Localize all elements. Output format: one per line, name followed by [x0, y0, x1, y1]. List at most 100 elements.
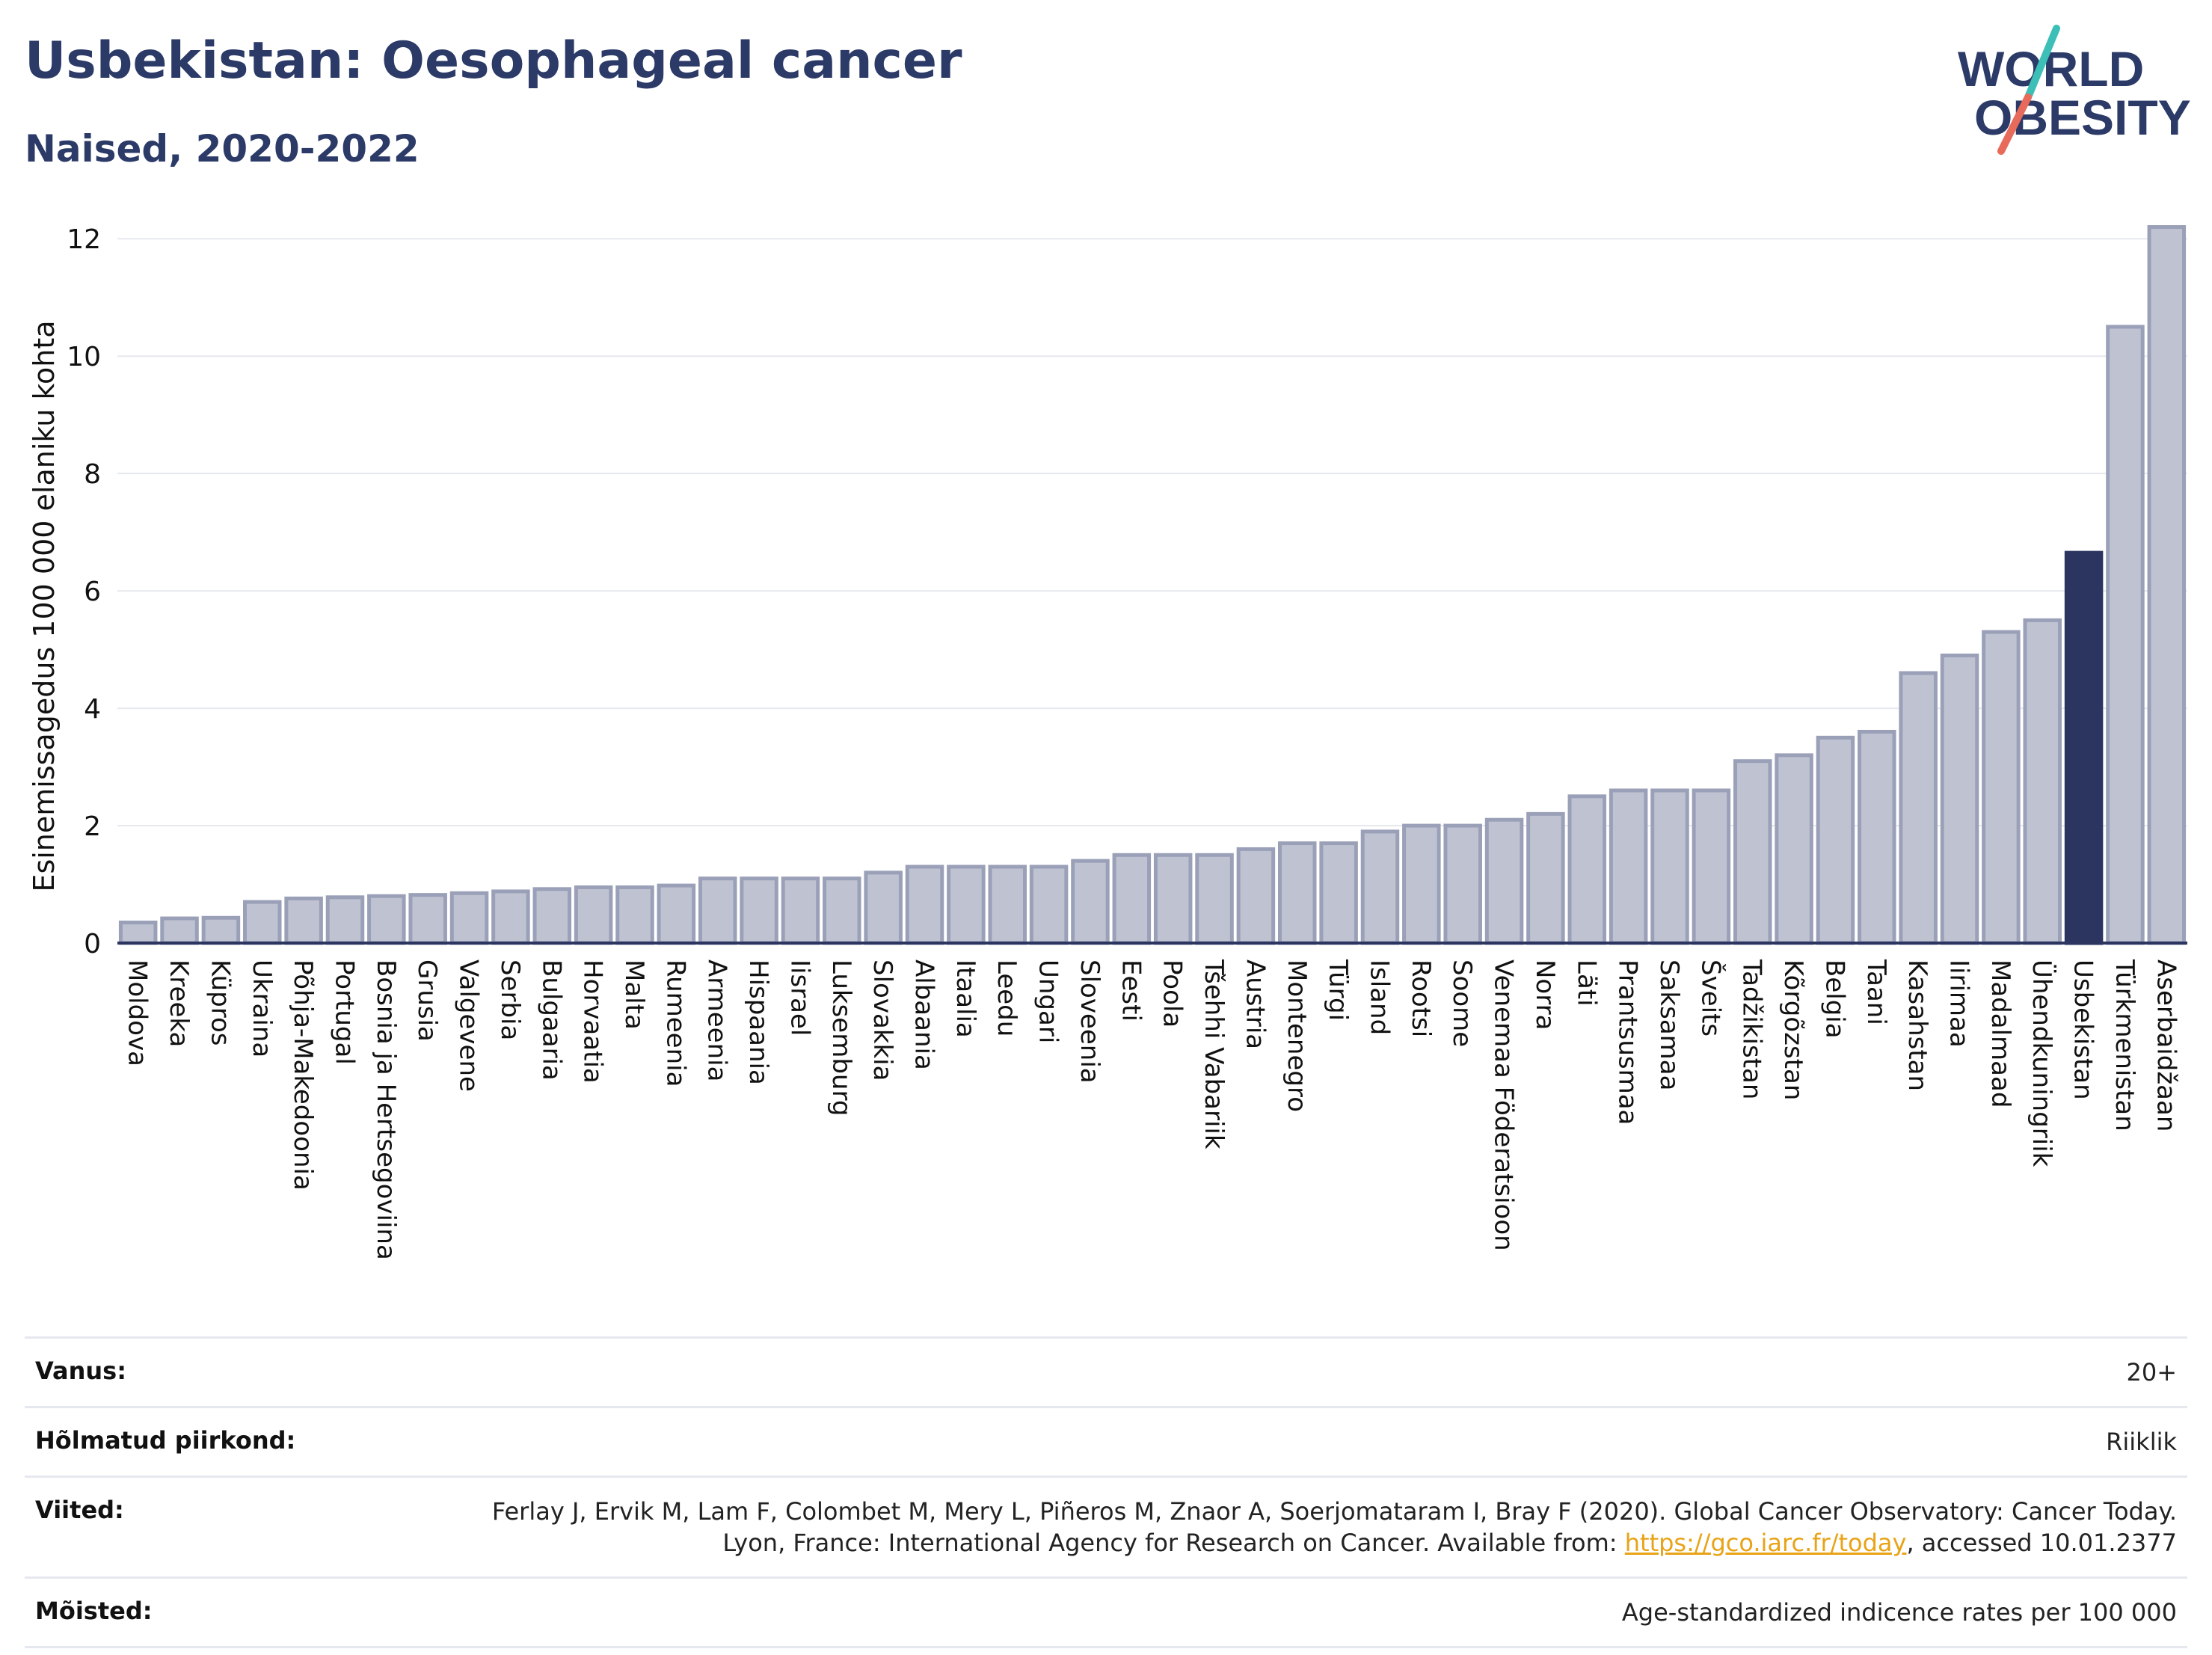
bar-Poola [1153, 853, 1193, 945]
y-tick-label: 6 [84, 577, 101, 607]
y-axis-label: Esinemissagedus 100 000 elaniku kohta [28, 320, 61, 891]
bar-Kasahstan [1899, 671, 1938, 945]
bars [118, 225, 2187, 945]
bar-Läti [1567, 794, 1607, 945]
x-tick-label: Iirimaa [1944, 959, 1974, 1048]
x-tick-label: Montenegro [1282, 959, 1312, 1112]
bar-Türgi [1319, 841, 1358, 945]
chart-title: Usbekistan: Oesophageal cancer [25, 31, 962, 90]
bar-Venemaa Föderatsioon [1484, 817, 1524, 945]
bar-Montenegro [1278, 841, 1317, 945]
x-axis-labels: Moldova Kreeka Küpros Ukraina Põhja-Makedoon… [123, 959, 2181, 1260]
bar-Rumeenia [657, 883, 696, 945]
x-tick-label: Hispaania [743, 959, 773, 1085]
bar-Šveits [1692, 788, 1731, 945]
x-tick-label: Madalmaad [1985, 959, 2015, 1108]
x-tick-label: Moldova [123, 959, 153, 1066]
x-tick-label: Rumeenia [660, 959, 690, 1087]
meta-row-references: Viited: Ferlay J, Ervik M, Lam F, Colomb… [25, 1478, 2187, 1579]
reference-text: Ferlay J, Ervik M, Lam F, Colombet M, Me… [491, 1497, 2177, 1557]
x-tick-label: Horvaatia [578, 959, 608, 1084]
x-tick-label: Sloveenia [1075, 959, 1105, 1084]
x-tick-label: Austria [1240, 959, 1270, 1049]
bar-Grusia [408, 893, 447, 945]
x-tick-label: Ukraina [247, 959, 277, 1057]
x-tick-label: Belgia [1819, 959, 1849, 1039]
reference-link[interactable]: https://gco.iarc.fr/today [1624, 1529, 1907, 1557]
meta-value: Ferlay J, Ervik M, Lam F, Colombet M, Me… [457, 1496, 2177, 1559]
bar-Belgia [1816, 735, 1855, 945]
bar-Tšehhi Vabariik [1195, 853, 1234, 945]
x-tick-label: Grusia [412, 959, 442, 1042]
x-tick-label: Läti [1571, 959, 1601, 1007]
bar-Rootsi [1402, 823, 1441, 945]
metadata-table: Vanus: 20+ Hõlmatud piirkond: Riiklik Vi… [25, 1336, 2187, 1648]
x-tick-label: Serbia [495, 959, 525, 1040]
y-tick-label: 12 [67, 224, 101, 255]
x-tick-label: Tšehhi Vabariik [1199, 959, 1229, 1149]
world-obesity-logo: WORLD OBESITY [1958, 25, 2191, 155]
bar-Ukraina [243, 900, 282, 945]
bar-Aserbaidžaan [2147, 225, 2187, 945]
bar-Saksamaa [1650, 788, 1689, 945]
bar-Itaalia [947, 865, 986, 945]
y-tick-label: 8 [84, 459, 101, 490]
meta-label: Vanus: [35, 1357, 127, 1385]
bar-Põhja-Makedoonia [284, 896, 323, 945]
bar-Austria [1236, 847, 1276, 945]
bar-Norra [1526, 811, 1565, 945]
x-tick-label: Venemaa Föderatsioon [1489, 959, 1519, 1251]
x-tick-label: Slovakkia [867, 959, 897, 1081]
x-tick-label: Bosnia ja Hertsegoviina [371, 959, 401, 1260]
x-tick-label: Soome [1447, 959, 1477, 1047]
y-axis-ticks: 0 2 4 6 8 10 12 [67, 224, 101, 959]
bar-Eesti [1112, 853, 1152, 945]
x-tick-label: Põhja-Makedoonia [288, 959, 318, 1191]
y-tick-label: 4 [84, 694, 101, 725]
bar-Usbekistan [2064, 550, 2104, 945]
bar-Soome [1443, 823, 1482, 945]
meta-row-region: Hõlmatud piirkond: Riiklik [25, 1408, 2187, 1478]
bar-Tadžikistan [1733, 759, 1772, 945]
x-tick-label: Portugal [329, 959, 359, 1065]
x-tick-label: Malta [619, 959, 649, 1030]
x-tick-label: Island [1364, 959, 1394, 1035]
x-tick-label: Bulgaaria [536, 959, 566, 1081]
x-tick-label: Türkmenistan [2110, 959, 2139, 1132]
y-tick-label: 2 [84, 811, 101, 842]
bar-Slovakkia [864, 871, 903, 945]
x-tick-label: Albaania [909, 959, 939, 1070]
bar-Ühendkuningriik [2023, 618, 2062, 945]
meta-label: Mõisted: [35, 1597, 153, 1625]
bar-Moldova [118, 921, 158, 945]
x-tick-label: Taani [1861, 959, 1891, 1025]
meta-label: Hõlmatud piirkond: [35, 1426, 296, 1455]
bar-Türkmenistan [2106, 325, 2145, 945]
x-tick-label: Ühendkuningriik [2027, 959, 2057, 1167]
bar-Horvaatia [574, 885, 613, 945]
x-tick-label: Küpros [205, 959, 235, 1045]
bar-Kreeka [160, 916, 199, 945]
x-tick-label: Kasahstan [1902, 959, 1932, 1091]
x-tick-label: Tadžikistan [1737, 959, 1767, 1099]
bar-Madalmaad [1982, 630, 2021, 945]
x-tick-label: Iisrael [784, 959, 814, 1036]
x-tick-label: Luksemburg [826, 959, 856, 1116]
x-tick-label: Kõrgõzstan [1778, 959, 1808, 1100]
bar-Küpros [201, 915, 241, 945]
x-tick-label: Armeenia [702, 959, 732, 1081]
bar-Island [1360, 829, 1400, 945]
x-tick-label: Poola [1158, 959, 1188, 1028]
logo-slash-coral [1997, 93, 2032, 155]
y-tick-label: 0 [84, 929, 101, 959]
x-tick-label: Norra [1530, 959, 1560, 1030]
x-tick-label: Valgevene [454, 959, 484, 1092]
bar-Bulgaaria [532, 887, 572, 945]
meta-row-definitions: Mõisted: Age-standardized indicence rate… [25, 1579, 2187, 1648]
x-tick-label: Kreeka [164, 959, 194, 1047]
logo-slash-teal [2024, 25, 2060, 101]
x-tick-label: Itaalia [950, 959, 980, 1038]
x-tick-label: Türgi [1323, 959, 1353, 1021]
x-tick-label: Usbekistan [2068, 959, 2098, 1100]
meta-value: 20+ [2126, 1358, 2177, 1387]
